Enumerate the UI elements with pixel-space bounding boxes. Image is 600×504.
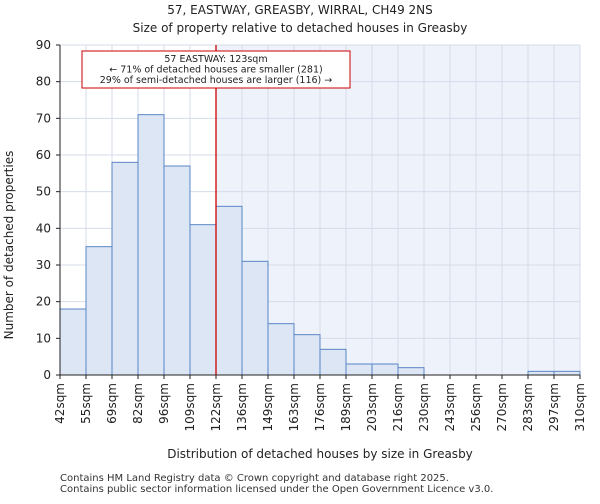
x-tick-label-216sqm: 216sqm bbox=[391, 383, 405, 431]
y-tick-label-10: 10 bbox=[36, 331, 51, 345]
bar-297sqm bbox=[553, 370, 581, 376]
bar-42sqm bbox=[59, 308, 87, 376]
x-tick-label-55sqm: 55sqm bbox=[79, 383, 93, 424]
bar-189sqm bbox=[345, 363, 373, 376]
chart-subtitle: Size of property relative to detached ho… bbox=[133, 21, 468, 35]
bar-176sqm bbox=[319, 348, 347, 376]
x-tick-label-230sqm: 230sqm bbox=[417, 383, 431, 431]
attribution-line-1: Contains HM Land Registry data © Crown c… bbox=[60, 473, 449, 484]
x-tick-label-203sqm: 203sqm bbox=[365, 383, 379, 431]
y-tick-label-70: 70 bbox=[36, 111, 51, 125]
y-tick-label-60: 60 bbox=[36, 148, 51, 162]
plot-area: 0 10 20 30 40 50 60 70 80 90 42sqm 55sqm 69sqm 82sqm 9… bbox=[36, 38, 587, 431]
x-tick-label-189sqm: 189sqm bbox=[339, 383, 353, 431]
y-tick-label-50: 50 bbox=[36, 185, 51, 199]
bar-96sqm bbox=[163, 165, 191, 376]
bar-109sqm bbox=[189, 224, 217, 376]
bar-203sqm bbox=[371, 363, 399, 376]
x-tick-label-42sqm: 42sqm bbox=[53, 383, 67, 424]
x-tick-label-270sqm: 270sqm bbox=[495, 383, 509, 431]
x-tick-label-69sqm: 69sqm bbox=[105, 383, 119, 424]
y-tick-label-40: 40 bbox=[36, 221, 51, 235]
annotation-line-1: 57 EASTWAY: 123sqm bbox=[164, 54, 267, 65]
chart-title: 57, EASTWAY, GREASBY, WIRRAL, CH49 2NS bbox=[167, 3, 433, 17]
bar-55sqm bbox=[85, 246, 113, 376]
attribution-line-2: Contains public sector information licen… bbox=[60, 484, 494, 495]
x-tick-label-256sqm: 256sqm bbox=[469, 383, 483, 431]
bar-69sqm bbox=[111, 161, 139, 376]
x-tick-label-96sqm: 96sqm bbox=[157, 383, 171, 424]
bar-149sqm bbox=[267, 323, 295, 376]
annotation-box bbox=[81, 50, 351, 89]
x-tick-label-136sqm: 136sqm bbox=[235, 383, 249, 431]
x-tick-label-297sqm: 297sqm bbox=[547, 383, 561, 431]
y-tick-label-90: 90 bbox=[36, 38, 51, 52]
bar-163sqm bbox=[293, 334, 321, 376]
y-tick-label-0: 0 bbox=[43, 368, 51, 382]
x-tick-label-122sqm: 122sqm bbox=[209, 383, 223, 431]
x-tick-label-149sqm: 149sqm bbox=[261, 383, 275, 431]
bar-136sqm bbox=[241, 260, 269, 376]
bar-82sqm bbox=[137, 114, 165, 376]
x-tick-label-163sqm: 163sqm bbox=[287, 383, 301, 431]
y-tick-label-20: 20 bbox=[36, 295, 51, 309]
y-tick-label-80: 80 bbox=[36, 75, 51, 89]
x-tick-label-176sqm: 176sqm bbox=[313, 383, 327, 431]
x-tick-label-310sqm: 310sqm bbox=[573, 383, 587, 431]
bar-216sqm bbox=[397, 367, 425, 376]
y-tick-label-30: 30 bbox=[36, 258, 51, 272]
x-tick-label-283sqm: 283sqm bbox=[521, 383, 535, 431]
x-tick-label-82sqm: 82sqm bbox=[131, 383, 145, 424]
y-axis-label: Number of detached properties bbox=[2, 151, 16, 340]
annotation-line-3: 29% of semi-detached houses are larger (… bbox=[100, 75, 333, 86]
x-tick-label-243sqm: 243sqm bbox=[443, 383, 457, 431]
x-tick-label-109sqm: 109sqm bbox=[183, 383, 197, 431]
bar-283sqm bbox=[527, 370, 555, 376]
bar-122sqm bbox=[215, 205, 243, 376]
attribution-footer: Contains HM Land Registry data © Crown c… bbox=[60, 473, 493, 495]
annotation-line-2: ← 71% of detached houses are smaller (28… bbox=[109, 65, 322, 76]
x-axis-label: Distribution of detached houses by size … bbox=[167, 447, 473, 461]
